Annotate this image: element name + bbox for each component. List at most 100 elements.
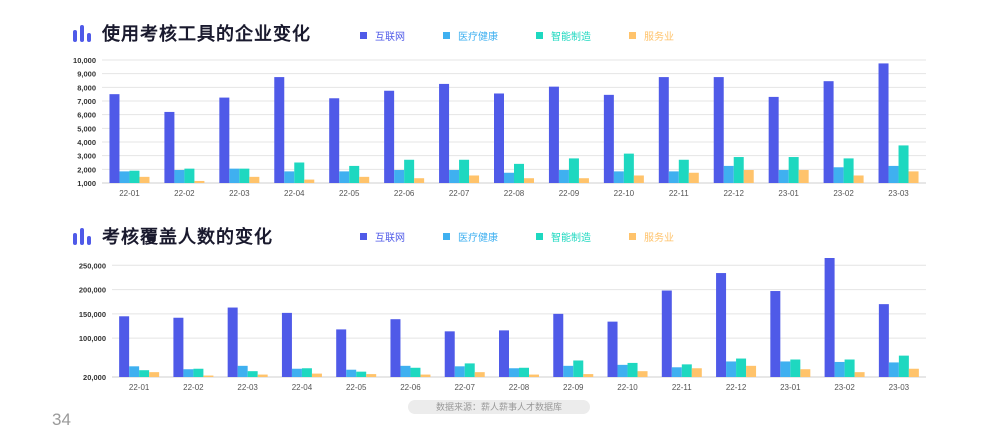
bar-chart-icon: [73, 228, 91, 245]
bar: [219, 97, 230, 183]
x-tick-label: 22-07: [449, 189, 470, 198]
legend-swatch: [536, 233, 543, 240]
bar: [743, 170, 754, 183]
legend-label: 医疗健康: [458, 32, 498, 43]
bar: [770, 291, 781, 377]
bar: [439, 83, 450, 183]
bar: [274, 77, 285, 183]
y-tick-label: 3,000: [77, 152, 96, 161]
x-tick-label: 22-03: [229, 189, 250, 198]
bar: [494, 93, 504, 183]
x-tick-label: 22-06: [400, 383, 421, 392]
y-tick-label: 4,000: [77, 138, 96, 147]
x-tick-label: 23-03: [888, 189, 909, 198]
bar: [558, 170, 569, 183]
bar: [898, 355, 909, 377]
bar: [249, 176, 260, 183]
bar: [291, 368, 302, 377]
bar: [578, 178, 589, 183]
y-tick-label: 20,000: [83, 373, 106, 382]
bar: [229, 168, 240, 183]
bar: [227, 307, 238, 377]
y-tick-label: 1,000: [77, 179, 96, 188]
x-tick-label: 23-01: [780, 383, 801, 392]
bar: [247, 371, 258, 377]
bar: [359, 176, 370, 183]
x-tick-label: 22-04: [292, 383, 313, 392]
x-tick-label: 22-06: [394, 189, 415, 198]
bar: [183, 369, 194, 377]
bar: [908, 171, 919, 183]
x-tick-label: 22-10: [617, 383, 638, 392]
bar: [514, 163, 524, 183]
bar: [733, 157, 744, 183]
bar: [681, 364, 692, 377]
chart2-title-row: 考核覆盖人数的变化: [72, 223, 273, 249]
bar: [239, 168, 250, 183]
chart1-title: 使用考核工具的企业变化: [102, 24, 311, 44]
bar: [346, 369, 357, 377]
x-tick-label: 22-08: [509, 383, 530, 392]
legend-item-healthcare: 医疗健康: [443, 28, 498, 43]
chart2-plot: 20,000 100,000 150,000 200,000 250,000 22-01 2…: [79, 258, 926, 392]
bar: [499, 330, 509, 377]
y-tick-label: 200,000: [79, 286, 106, 295]
bar: [174, 170, 185, 183]
bar: [339, 171, 350, 183]
bar: [603, 94, 614, 183]
bar: [119, 171, 130, 183]
bar: [798, 170, 809, 183]
bar: [780, 361, 791, 377]
y-tick-label: 100,000: [79, 334, 106, 343]
bar: [568, 158, 579, 183]
bar: [823, 81, 834, 183]
legend-swatch: [360, 32, 367, 39]
y-tick-label: 5,000: [77, 124, 96, 133]
bar: [617, 364, 628, 377]
bar: [834, 361, 845, 377]
x-tick-label: 22-03: [237, 383, 258, 392]
bar: [671, 367, 682, 377]
y-tick-label: 150,000: [79, 310, 106, 319]
y-tick-label: 10,000: [73, 56, 96, 65]
x-tick-label: 22-11: [669, 189, 689, 198]
bar: [878, 63, 889, 183]
bar: [194, 180, 205, 183]
chart2-title: 考核覆盖人数的变化: [102, 227, 273, 247]
bar: [284, 171, 295, 183]
legend-label: 医疗健康: [458, 233, 498, 244]
bar: [658, 77, 669, 183]
bar: [548, 86, 559, 183]
bar: [420, 374, 431, 377]
x-tick-label: 23-03: [889, 383, 910, 392]
bar: [384, 90, 395, 183]
bar: [878, 304, 889, 377]
y-tick-label: 2,000: [77, 165, 96, 174]
bar: [257, 374, 268, 377]
bar: [853, 175, 864, 183]
legend-item-healthcare: 医疗健康: [443, 229, 498, 244]
bar: [583, 374, 594, 377]
legend-label: 互联网: [375, 32, 405, 43]
bar: [304, 179, 315, 183]
bar: [736, 358, 747, 377]
bar: [449, 170, 460, 183]
bar: [444, 331, 455, 377]
bar: [119, 316, 130, 377]
bar: [129, 170, 140, 183]
y-tick-label: 7,000: [77, 97, 96, 106]
bar: [563, 365, 574, 377]
x-tick-label: 23-01: [778, 189, 799, 198]
data-source-note: 数据来源：薪人薪事人才数据库: [408, 400, 590, 414]
bar: [164, 111, 175, 183]
x-tick-label: 22-07: [454, 383, 475, 392]
bar: [613, 171, 624, 183]
y-tick-label: 8,000: [77, 83, 96, 92]
bar: [237, 365, 248, 377]
x-tick-label: 22-01: [129, 383, 150, 392]
bar: [329, 98, 340, 183]
x-tick-label: 22-01: [119, 189, 140, 198]
bar: [854, 372, 865, 377]
bar: [768, 96, 779, 183]
bar: [281, 312, 292, 377]
